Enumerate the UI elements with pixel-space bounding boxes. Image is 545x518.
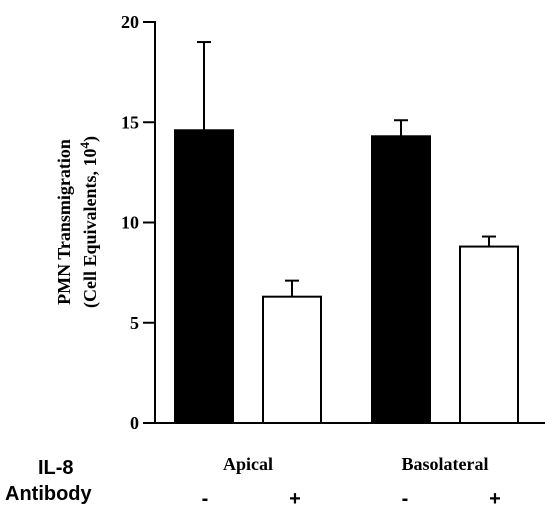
bar [262, 295, 322, 424]
y-axis-label-base: (Cell Equivalents, 10 [80, 148, 101, 308]
antibody-sign-3: - [401, 488, 409, 510]
y-axis-label-line2: (Cell Equivalents, 104) [77, 136, 102, 308]
y-axis-label-tail: ) [80, 136, 101, 142]
category-label: Apical [223, 454, 273, 474]
error-bars [197, 41, 496, 297]
bar [174, 129, 234, 425]
bar [459, 245, 519, 424]
antibody-sign-2: + [289, 488, 301, 510]
antibody-sign-4: + [489, 488, 501, 510]
y-tick-label: 10 [121, 213, 139, 233]
category-labels: Apical Basolateral [223, 454, 489, 474]
y-axis-label-exponent: 4 [77, 141, 92, 148]
bar [371, 135, 431, 424]
category-label: Basolateral [402, 454, 489, 474]
y-tick-label: 5 [130, 313, 139, 333]
antibody-sign-1: - [201, 488, 209, 510]
antibody-row-label: Antibody [5, 483, 92, 505]
y-ticks: 0 5 10 15 20 [121, 12, 155, 433]
y-tick-label: 15 [121, 112, 139, 132]
y-tick-label: 20 [121, 12, 139, 32]
y-tick-label: 0 [130, 413, 139, 433]
bars [174, 129, 519, 425]
il8-row-label: IL-8 [38, 457, 74, 479]
y-axis-label-line1: PMN Transmigration [54, 139, 74, 305]
